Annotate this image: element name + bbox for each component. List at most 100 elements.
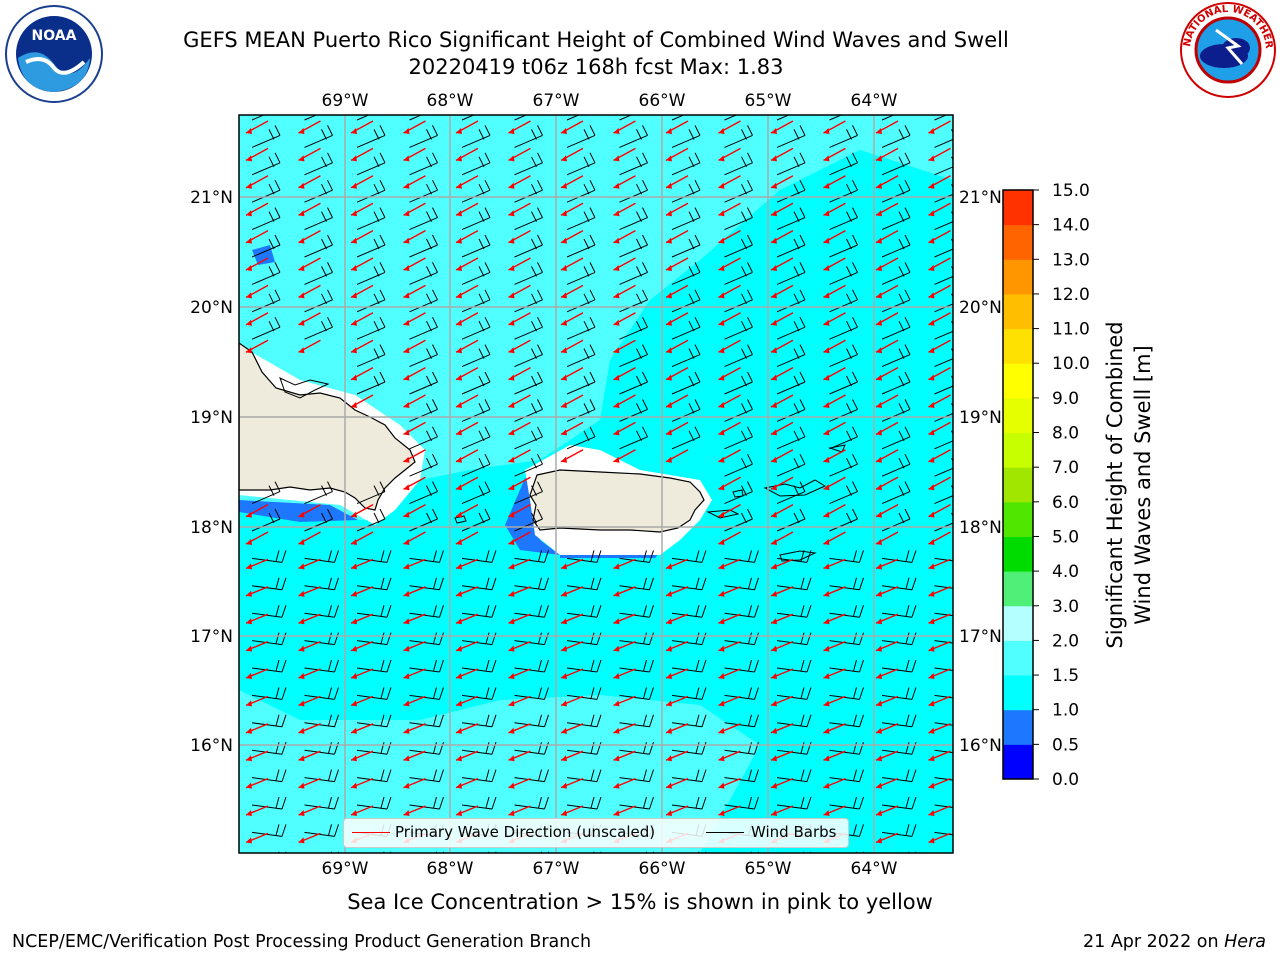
- wave-arrowhead: [456, 319, 462, 326]
- wind-barb: [829, 344, 858, 368]
- colorbar-title-2: Wind Waves and Swell [m]: [1131, 345, 1155, 625]
- wave-arrowhead: [508, 782, 515, 789]
- wind-barb: [671, 289, 701, 313]
- wind-barb: [251, 234, 281, 258]
- wave-arrowhead: [613, 402, 620, 408]
- wind-barb: [356, 508, 386, 532]
- wave-arrowhead: [771, 402, 777, 408]
- wind-barb: [829, 234, 858, 258]
- colorbar-tick-label: 0.5: [1052, 735, 1079, 755]
- wind-barb: [619, 125, 648, 148]
- wind-barb: [409, 344, 438, 368]
- wind-barb: [251, 115, 265, 121]
- wave-arrowhead: [928, 484, 935, 491]
- wave-arrowhead: [456, 182, 462, 189]
- wave-arrowhead: [456, 782, 462, 789]
- wave-arrowhead: [351, 539, 357, 545]
- wave-arrowhead: [876, 539, 882, 545]
- wave-arrowhead: [876, 456, 882, 463]
- wind-barb: [776, 115, 790, 121]
- wave-arrowhead: [666, 673, 672, 679]
- wind-barb: [724, 481, 753, 505]
- wave-arrowhead: [561, 755, 567, 762]
- wave-arrowhead: [613, 347, 620, 354]
- wave-arrowhead: [298, 673, 305, 679]
- colorbar-swatch: [1003, 397, 1033, 434]
- wind-barb: [461, 453, 491, 477]
- wave-arrowhead: [561, 182, 567, 189]
- wave-arrowhead: [508, 618, 515, 625]
- wave-arrowhead: [771, 539, 777, 545]
- colorbar-tick-label: 7.0: [1052, 458, 1079, 478]
- colorbar-tick-label: 1.0: [1052, 701, 1079, 721]
- wave-arrowhead: [298, 511, 305, 518]
- wave-arrowhead: [718, 755, 725, 762]
- wave-arrowhead: [666, 182, 672, 189]
- wave-arrowhead: [771, 456, 777, 463]
- wave-arrowhead: [508, 155, 515, 162]
- wind-barb: [619, 234, 648, 258]
- wave-arrowhead: [876, 429, 882, 436]
- wave-arrowhead: [351, 292, 357, 299]
- wave-arrowhead: [403, 155, 410, 162]
- wave-arrowhead: [718, 673, 725, 679]
- wave-arrowhead: [666, 590, 672, 597]
- wind-barb: [881, 125, 911, 148]
- wind-barb: [461, 508, 491, 532]
- wave-arrowhead: [666, 810, 672, 816]
- wave-arrowhead: [718, 484, 725, 491]
- wind-barb: [566, 344, 596, 368]
- wind-barb: [671, 125, 701, 148]
- wave-arrow: [824, 861, 846, 870]
- wave-arrowhead: [351, 755, 357, 762]
- wave-arrowhead: [456, 210, 462, 217]
- wave-arrowhead: [351, 727, 357, 734]
- wave-arrowhead: [246, 865, 252, 871]
- wind-barb: [304, 207, 333, 231]
- wave-arrowhead: [403, 210, 410, 217]
- wave-arrowhead: [298, 645, 305, 652]
- wave-arrowhead: [508, 484, 515, 491]
- wave-arrowhead: [613, 265, 620, 271]
- legend-wave-swatch: [352, 832, 390, 833]
- wave-arrowhead: [508, 539, 515, 545]
- wave-band-1p5: [239, 115, 953, 520]
- wave-arrowhead: [876, 782, 882, 789]
- wave-arrowhead: [561, 782, 567, 789]
- wave-arrowhead: [876, 402, 882, 408]
- wave-arrowhead: [771, 755, 777, 762]
- wave-arrowhead: [351, 590, 357, 597]
- wind-barb: [619, 115, 633, 121]
- wind-barb: [356, 481, 386, 505]
- colorbar-swatch: [1003, 432, 1033, 468]
- wave-arrowhead: [509, 865, 515, 871]
- wind-barb: [881, 289, 911, 313]
- wave-arrowhead: [928, 590, 935, 597]
- wave-arrowhead: [403, 182, 410, 189]
- lon-label-top: 67°W: [533, 91, 580, 111]
- wind-barb: [461, 399, 491, 422]
- wind-barb: [514, 481, 543, 505]
- wave-arrowhead: [508, 182, 515, 189]
- wave-arrowhead: [928, 402, 935, 408]
- wave-arrowhead: [823, 347, 830, 354]
- wave-arrowhead: [403, 484, 410, 491]
- wind-barb: [724, 179, 753, 203]
- wave-arrowhead: [561, 618, 567, 625]
- wave-arrowhead: [246, 155, 252, 162]
- wind-barb: [461, 179, 491, 203]
- wave-arrowhead: [876, 347, 882, 354]
- wind-barb: [671, 426, 701, 450]
- wind-barb: [304, 115, 318, 121]
- wave-arrowhead: [666, 374, 672, 381]
- noaa-logo: NOAA: [5, 5, 103, 103]
- wind-barb: [566, 289, 596, 313]
- wave-arrowhead: [403, 511, 410, 518]
- wave-arrowhead: [718, 182, 725, 189]
- island-st-croix: [779, 550, 817, 562]
- wave-arrowhead: [771, 237, 777, 244]
- wave-arrowhead: [298, 155, 305, 162]
- wind-barb: [514, 399, 543, 422]
- wave-arrowhead: [928, 511, 935, 518]
- lat-label-right: 17°N: [959, 627, 1002, 647]
